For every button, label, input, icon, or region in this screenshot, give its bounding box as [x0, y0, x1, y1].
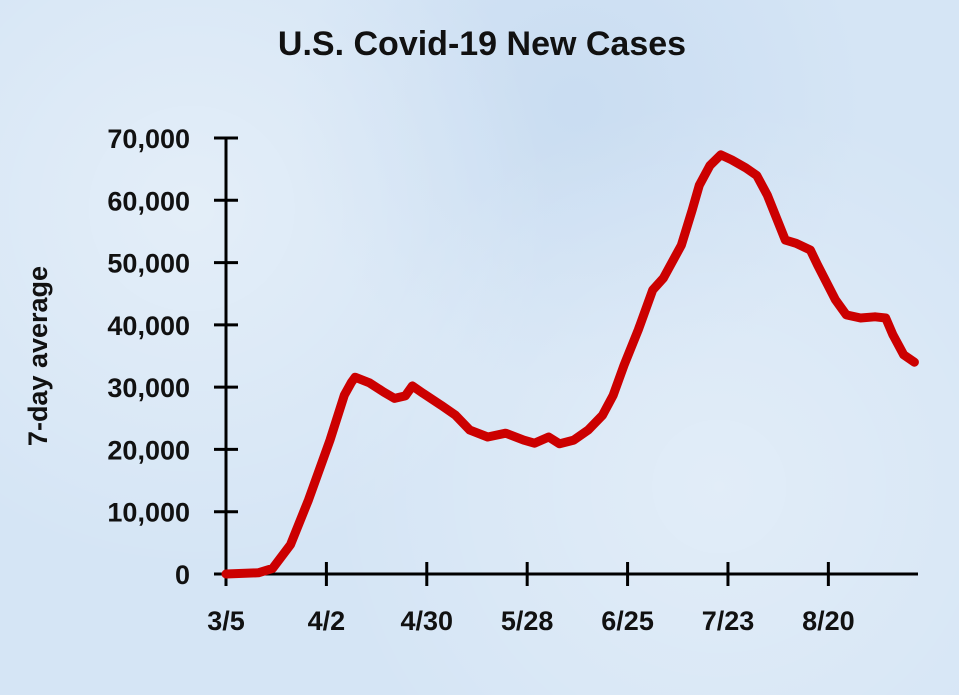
x-tick-label: 8/20 [802, 606, 855, 636]
x-tick-label: 4/2 [308, 606, 346, 636]
x-ticks: 3/5 4/2 4/30 5/28 6/25 7/23 8/20 [207, 562, 855, 636]
y-tick-label: 30,000 [107, 373, 190, 403]
y-tick-label: 50,000 [107, 249, 190, 279]
y-tick-label: 0 [175, 560, 190, 590]
y-axis-label: 7-day average [23, 266, 53, 446]
x-tick-label: 4/30 [401, 606, 454, 636]
y-tick-label: 60,000 [107, 186, 190, 216]
y-tick-label: 40,000 [107, 311, 190, 341]
chart-title: U.S. Covid-19 New Cases [278, 25, 686, 63]
x-tick-label: 5/28 [501, 606, 554, 636]
y-tick-label: 70,000 [107, 124, 190, 154]
series-line [221, 150, 919, 579]
y-tick-label: 20,000 [107, 435, 190, 465]
y-ticks: 0 10,000 20,000 30,000 40,000 50,000 60,000 70,… [107, 124, 238, 590]
x-tick-label: 3/5 [207, 606, 245, 636]
series-group [221, 150, 919, 579]
y-tick-label: 10,000 [107, 498, 190, 528]
x-tick-label: 6/25 [601, 606, 654, 636]
axes [214, 138, 918, 576]
x-tick-label: 7/23 [702, 606, 755, 636]
